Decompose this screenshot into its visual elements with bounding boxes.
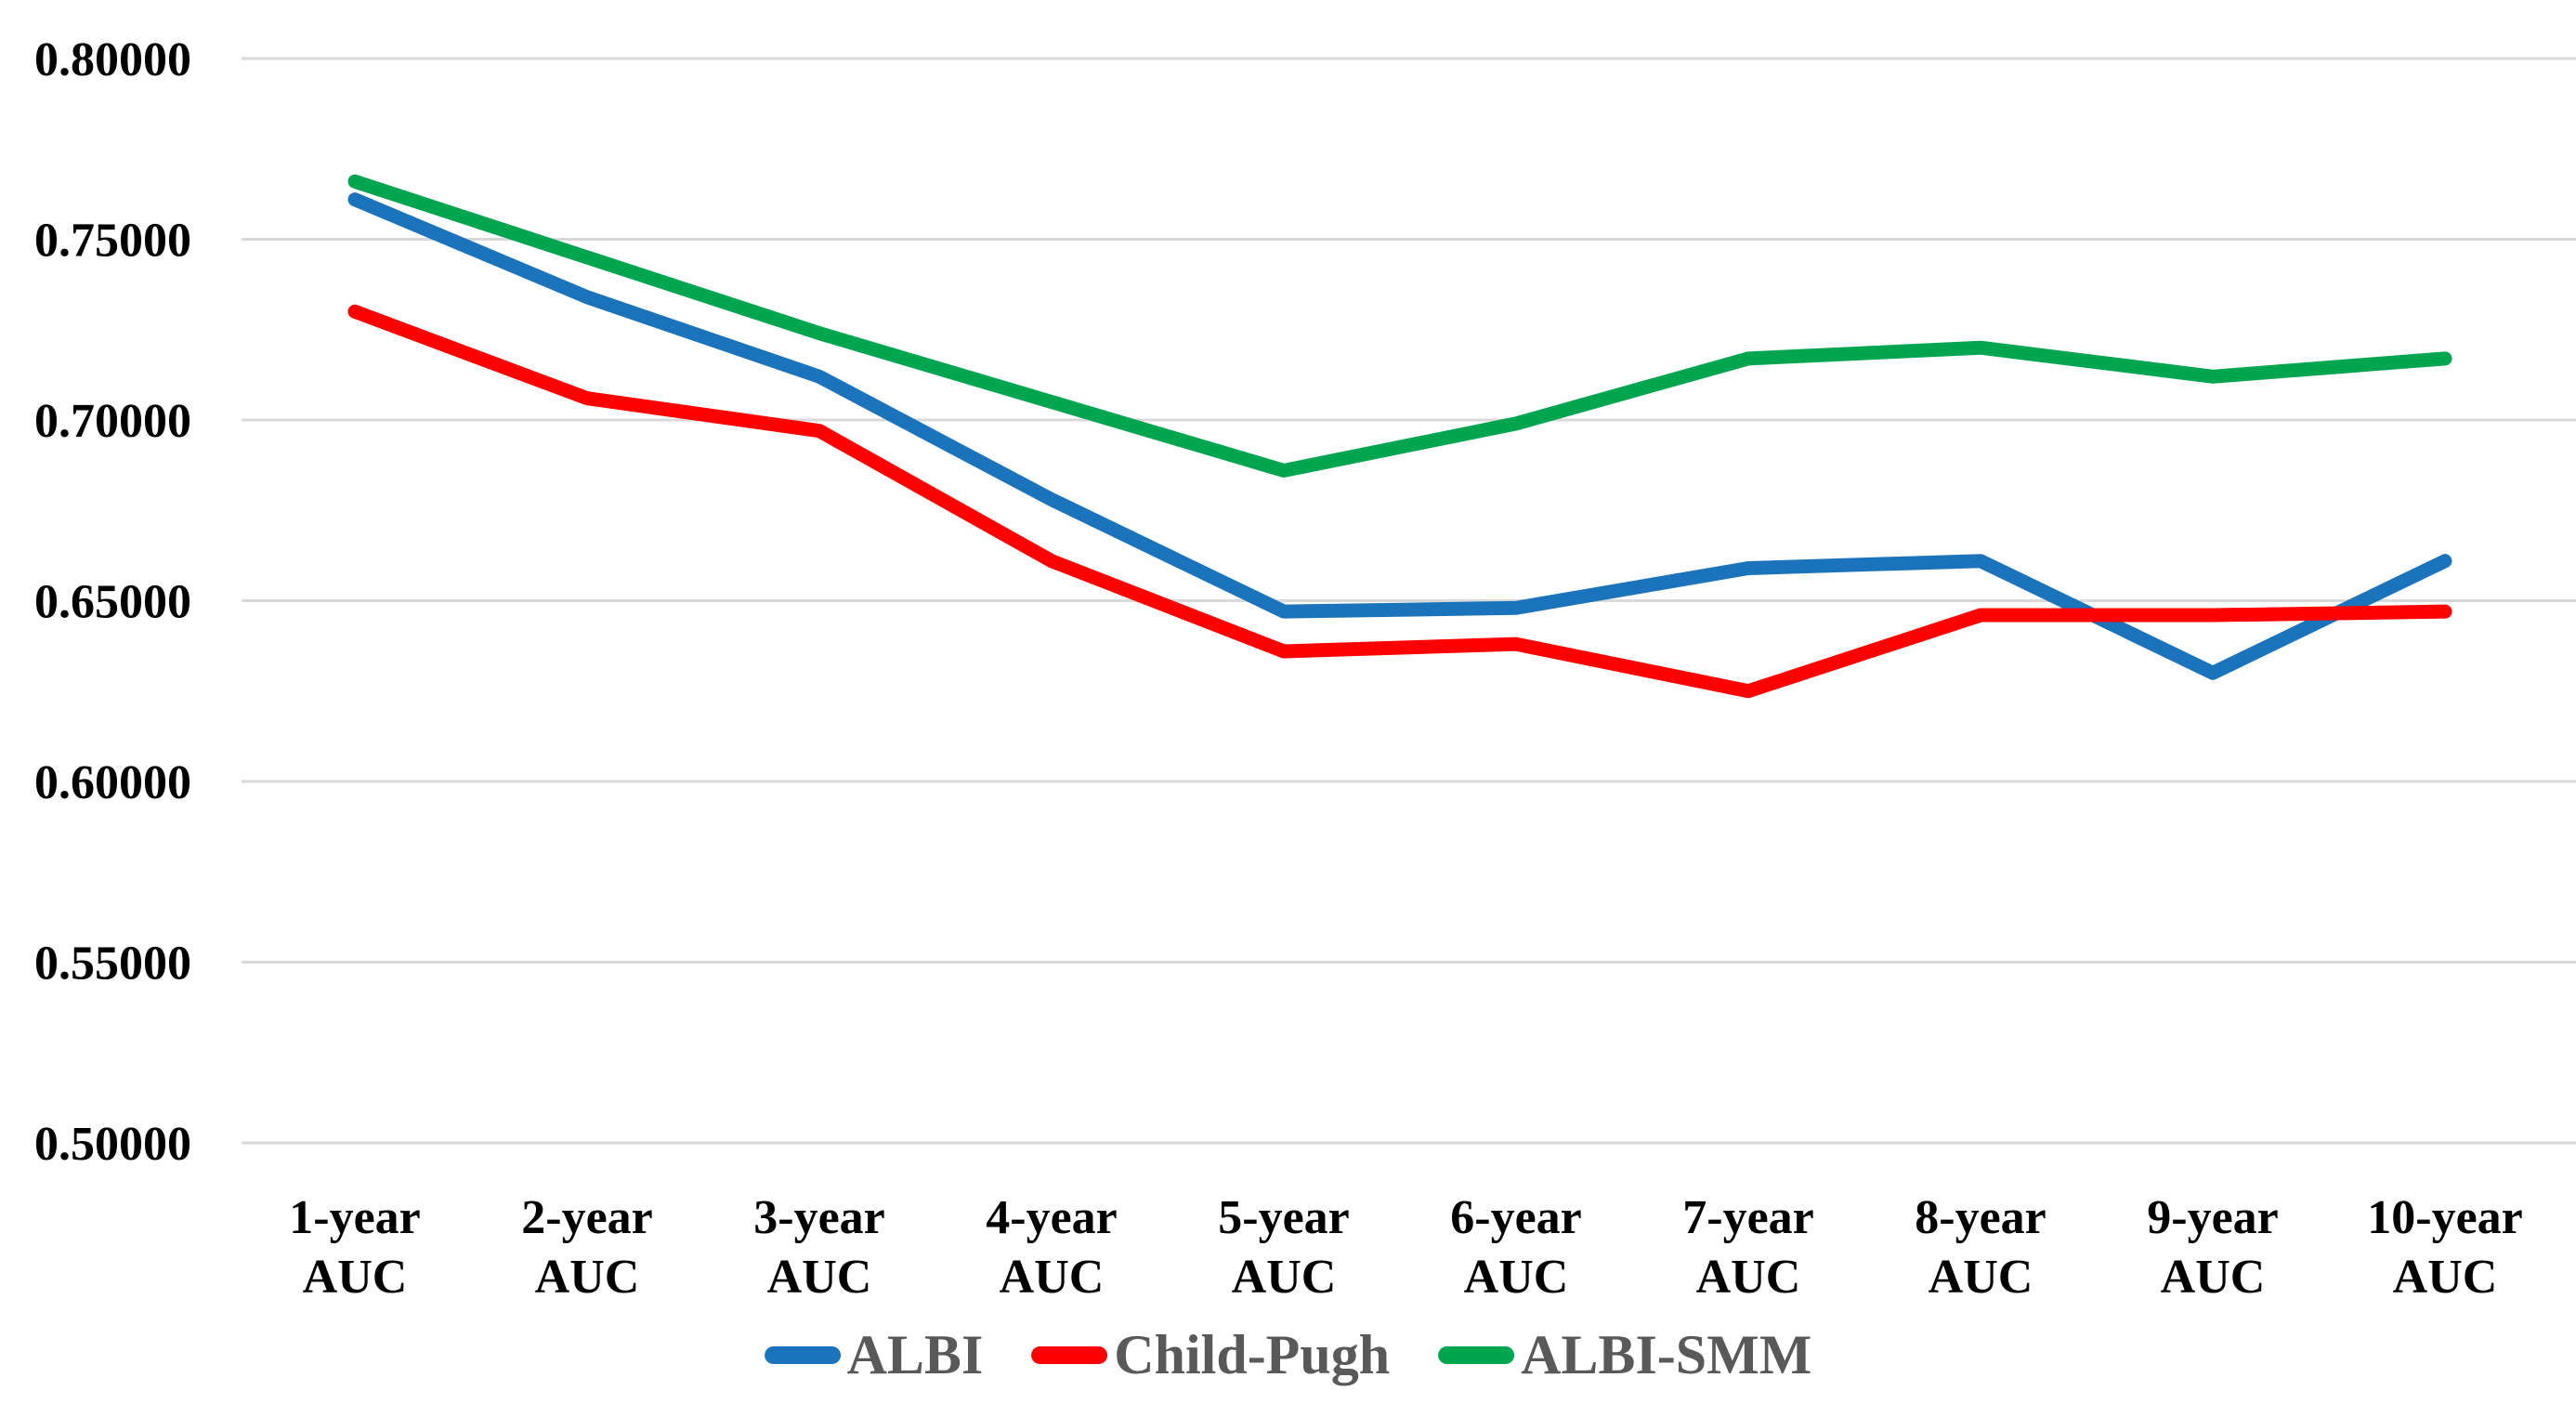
legend-item-albi-smm: ALBI-SMM xyxy=(1438,1327,1811,1383)
x-tick-label: 4-year AUC xyxy=(986,1191,1117,1304)
x-tick-label: 10-year AUC xyxy=(2367,1191,2522,1304)
y-tick-label: 0.65000 xyxy=(34,576,191,629)
x-tick-label: 1-year AUC xyxy=(289,1191,420,1304)
child-pugh-line-swatch-icon xyxy=(1031,1345,1108,1364)
y-tick-label: 0.50000 xyxy=(34,1118,191,1171)
x-tick-label: 3-year AUC xyxy=(753,1191,884,1304)
y-tick-label: 0.75000 xyxy=(34,215,191,268)
legend-label-albi: ALBI xyxy=(846,1324,984,1385)
chart-legend: ALBI Child-Pugh ALBI-SMM xyxy=(764,1324,1811,1385)
x-tick-label: 7-year AUC xyxy=(1682,1191,1813,1304)
y-tick-label: 0.55000 xyxy=(34,938,191,991)
series-line-albi-smm xyxy=(347,174,2452,478)
y-tick-label: 0.70000 xyxy=(34,395,191,448)
legend-label-albi-smm: ALBI-SMM xyxy=(1521,1324,1812,1385)
x-tick-label: 6-year AUC xyxy=(1450,1191,1581,1304)
y-axis-tick-labels: 0.80000 0.75000 0.70000 0.65000 0.60000 0.550… xyxy=(34,33,191,1171)
albi-smm-line-swatch-icon xyxy=(1438,1345,1515,1364)
series-lines-layer xyxy=(347,174,2452,699)
x-tick-label: 5-year AUC xyxy=(1218,1191,1349,1304)
legend-label-child-pugh: Child-Pugh xyxy=(1114,1324,1391,1385)
legend-item-child-pugh: Child-Pugh xyxy=(1031,1327,1390,1383)
y-tick-label: 0.60000 xyxy=(34,756,191,809)
legend-item-albi: ALBI xyxy=(764,1324,984,1385)
y-tick-label: 0.80000 xyxy=(34,33,191,86)
x-tick-label: 2-year AUC xyxy=(521,1191,652,1304)
x-tick-label: 8-year AUC xyxy=(1915,1191,2046,1304)
x-axis-tick-labels: 1-year AUC 2-year AUC 3-year AUC 4-year AUC 5-ye… xyxy=(289,1191,2522,1304)
series-line-child-pugh xyxy=(347,304,2452,699)
albi-line-swatch-icon xyxy=(764,1345,841,1364)
gridlines-layer xyxy=(242,57,2576,1145)
x-tick-label: 9-year AUC xyxy=(2147,1191,2278,1304)
